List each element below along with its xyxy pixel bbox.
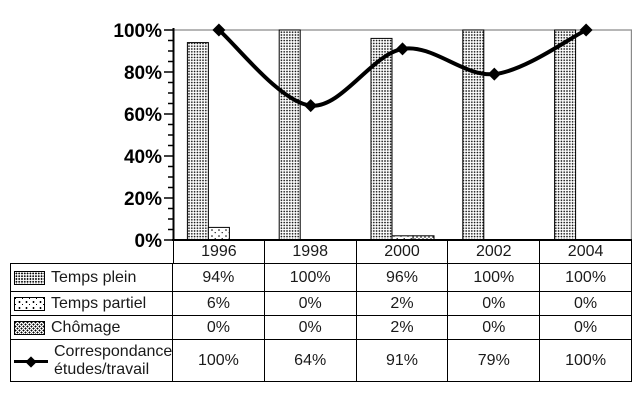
value-cell: 0% <box>264 316 357 340</box>
value-cell: 91% <box>356 340 449 382</box>
bar-dense-dots-2000 <box>370 37 393 241</box>
year-cell: 1998 <box>264 241 357 263</box>
series-label: Temps partiel <box>51 294 147 312</box>
year-cell: 1996 <box>173 241 265 263</box>
value-cell: 64% <box>264 340 357 382</box>
year-cell: 2000 <box>356 241 449 263</box>
legend-cell: Correspondance études/travail <box>10 340 173 382</box>
y-axis-tick-label: 20% <box>124 189 162 210</box>
value-cell: 6% <box>173 292 265 316</box>
table-corner-spacer <box>10 241 173 263</box>
medium-dots-swatch-icon <box>14 320 45 335</box>
line-diamond-marker-icon <box>14 355 48 368</box>
series-label: Temps plein <box>51 268 137 286</box>
value-cell: 2% <box>356 316 449 340</box>
value-cell: 0% <box>448 292 541 316</box>
value-cell: 0% <box>264 292 357 316</box>
value-cell: 0% <box>448 316 541 340</box>
y-axis-tick-label: 40% <box>124 147 162 168</box>
value-cell: 94% <box>173 263 265 292</box>
value-cell: 2% <box>356 292 449 316</box>
series-label: Chômage <box>51 318 121 336</box>
diamond-marker-1996 <box>212 23 226 37</box>
diamond-marker-2000 <box>396 42 409 56</box>
legend-cell: Temps partiel <box>10 292 173 316</box>
value-cell: 100% <box>173 340 265 382</box>
value-cell: 100% <box>540 263 632 292</box>
dense-dots-swatch-icon <box>14 270 45 285</box>
legend-cell: Chômage <box>10 316 173 340</box>
value-cell: 100% <box>540 340 632 382</box>
legend-cell: Temps plein <box>10 263 173 292</box>
bar-dense-dots-2002 <box>462 29 485 241</box>
diamond-marker-2004 <box>579 23 593 37</box>
sparse-dots-swatch-icon <box>14 296 45 311</box>
year-cell: 2002 <box>448 241 541 263</box>
y-axis-tick-label: 60% <box>124 105 162 126</box>
year-cell: 2004 <box>540 241 632 263</box>
correspondance-line <box>216 28 589 108</box>
bar-dense-dots-2004 <box>554 29 577 241</box>
y-axis-tick-label: 80% <box>124 63 162 84</box>
combo-chart: 0% 20% 40% 60% 80% 100% <box>113 21 633 252</box>
bar-sparse-dots-1996 <box>207 226 230 241</box>
value-cell: 100% <box>448 263 541 292</box>
bar-dense-dots-1996 <box>186 42 209 241</box>
bar-dense-dots-1998 <box>278 29 301 241</box>
value-cell: 0% <box>540 316 632 340</box>
value-cell: 79% <box>448 340 541 382</box>
y-axis-tick-label: 0% <box>135 231 163 252</box>
data-table: 1996 1998 2000 2002 2004 Temps plein 94% 100% 96… <box>10 241 632 382</box>
value-cell: 96% <box>356 263 449 292</box>
value-cell: 0% <box>540 292 632 316</box>
series-label: Correspondance études/travail <box>54 342 173 378</box>
y-axis-tick-label: 100% <box>113 21 162 42</box>
diamond-marker-2002 <box>487 67 501 81</box>
value-cell: 0% <box>173 316 265 340</box>
value-cell: 100% <box>264 263 357 292</box>
diamond-marker-1998 <box>304 99 318 113</box>
